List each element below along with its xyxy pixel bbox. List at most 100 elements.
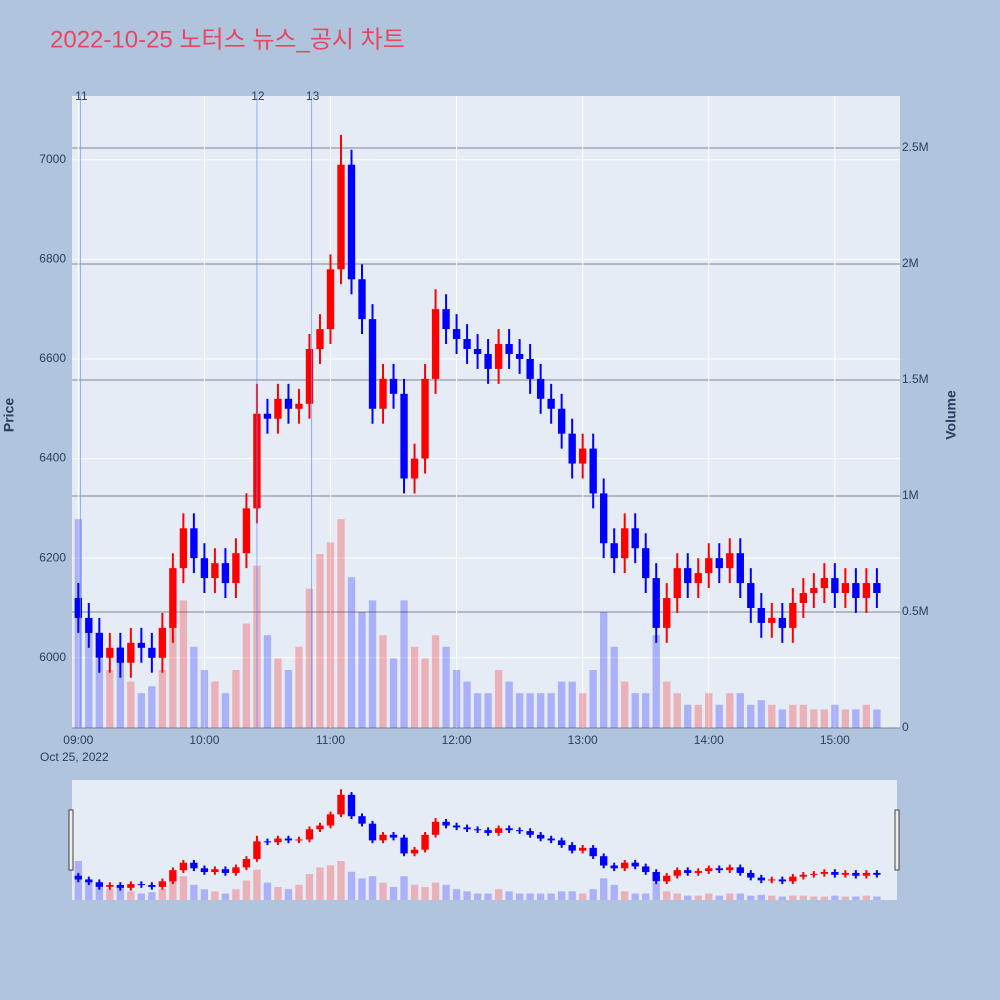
mini-candle-body — [410, 849, 419, 854]
candle-body — [431, 309, 440, 379]
slider-handle[interactable] — [894, 809, 900, 871]
volume-bar — [232, 669, 240, 728]
mini-volume-bar — [148, 892, 156, 900]
candle-body — [715, 558, 723, 569]
mini-candle-body — [652, 872, 660, 882]
mini-candle-body — [347, 794, 356, 817]
candle-body — [85, 617, 93, 633]
y2-tick-label: 1M — [902, 488, 919, 502]
plot-area — [72, 96, 900, 728]
mini-volume-bar — [211, 891, 219, 900]
volume-bar — [263, 635, 272, 728]
x-tick-label: 12:00 — [442, 733, 472, 747]
volume-bar — [705, 693, 713, 728]
mini-candle-body — [600, 856, 608, 866]
candle-body — [358, 279, 366, 320]
mini-volume-bar — [852, 896, 860, 900]
candle-body — [221, 563, 230, 584]
mini-volume-bar — [484, 893, 492, 900]
mini-candle-body — [379, 834, 387, 841]
mini-volume-bar — [158, 889, 167, 900]
mini-volume-bar — [652, 882, 660, 900]
candle-body — [337, 164, 345, 270]
candle-body — [284, 398, 293, 409]
volume-bar — [589, 669, 597, 728]
mini-candle-body — [642, 866, 650, 873]
volume-bar — [85, 623, 93, 728]
candle-body — [127, 642, 135, 663]
mini-volume-bar — [841, 896, 850, 900]
mini-candle-body — [137, 884, 146, 886]
candle-body — [379, 378, 387, 409]
slider-handle[interactable] — [68, 809, 74, 871]
mini-volume-bar — [326, 865, 335, 900]
candle-body — [347, 164, 356, 280]
mini-volume-bar — [305, 874, 314, 900]
mini-candle-body — [263, 841, 272, 843]
volume-bar — [358, 611, 366, 728]
mini-volume-bar — [589, 889, 597, 900]
volume-bar — [631, 693, 639, 728]
volume-bar — [242, 623, 251, 728]
candle-body — [694, 573, 702, 584]
mini-candle-body — [274, 838, 282, 843]
candle-body — [526, 358, 534, 379]
candle-body — [631, 528, 639, 549]
mini-candle-body — [85, 879, 93, 883]
mini-candle-body — [368, 823, 377, 841]
mini-volume-bar — [232, 889, 240, 900]
mini-candle-body — [768, 879, 776, 881]
candle-body — [789, 602, 797, 628]
mini-volume-bar — [705, 893, 713, 900]
mini-candle-body — [337, 794, 345, 815]
mini-volume-bar — [221, 893, 230, 900]
candle-body — [578, 448, 587, 464]
mini-volume-bar — [463, 891, 471, 900]
volume-bar — [295, 646, 303, 728]
mini-candle-body — [473, 829, 482, 831]
mini-volume-bar — [747, 895, 755, 900]
mini-volume-bar — [536, 893, 545, 900]
candle-body — [190, 528, 198, 559]
mini-candle-body — [873, 872, 881, 875]
mini-volume-bar — [831, 895, 839, 900]
mini-candle-body — [631, 862, 639, 867]
candle-body — [536, 378, 545, 399]
mini-candle-body — [389, 834, 398, 838]
candle-body — [557, 408, 566, 434]
mini-candle-body — [158, 881, 167, 887]
candle-body — [736, 553, 744, 584]
mini-volume-bar — [379, 882, 387, 900]
volume-bar — [515, 693, 524, 728]
volume-bar — [431, 635, 440, 728]
mini-volume-bar — [137, 893, 146, 900]
candle-body — [442, 309, 450, 330]
volume-bar — [452, 669, 461, 728]
candle-body — [316, 329, 324, 349]
mini-candle-body — [221, 869, 230, 873]
mini-volume-bar — [505, 891, 513, 900]
candle-body — [263, 413, 272, 419]
mini-candle-body — [400, 837, 408, 854]
candle-body — [831, 578, 839, 594]
volume-bar — [190, 646, 198, 728]
mini-volume-bar — [684, 895, 692, 900]
volume-bar — [526, 693, 534, 728]
x-tick-label: 15:00 — [820, 733, 850, 747]
range-slider[interactable] — [72, 780, 897, 900]
volume-bar — [137, 693, 146, 728]
volume-bar — [799, 704, 808, 728]
mini-candle-body — [789, 876, 797, 882]
mini-volume-bar — [431, 882, 440, 900]
mini-candle-body — [526, 831, 534, 835]
mini-candle-body — [442, 821, 450, 826]
mini-volume-bar — [578, 893, 587, 900]
volume-bar — [536, 693, 545, 728]
mini-candle-body — [190, 862, 198, 869]
candle-body — [452, 329, 461, 340]
volume-bar — [368, 600, 377, 728]
mini-volume-bar — [621, 891, 629, 900]
mini-volume-bar — [663, 891, 671, 900]
candle-body — [747, 583, 755, 608]
candle-body — [158, 627, 167, 658]
